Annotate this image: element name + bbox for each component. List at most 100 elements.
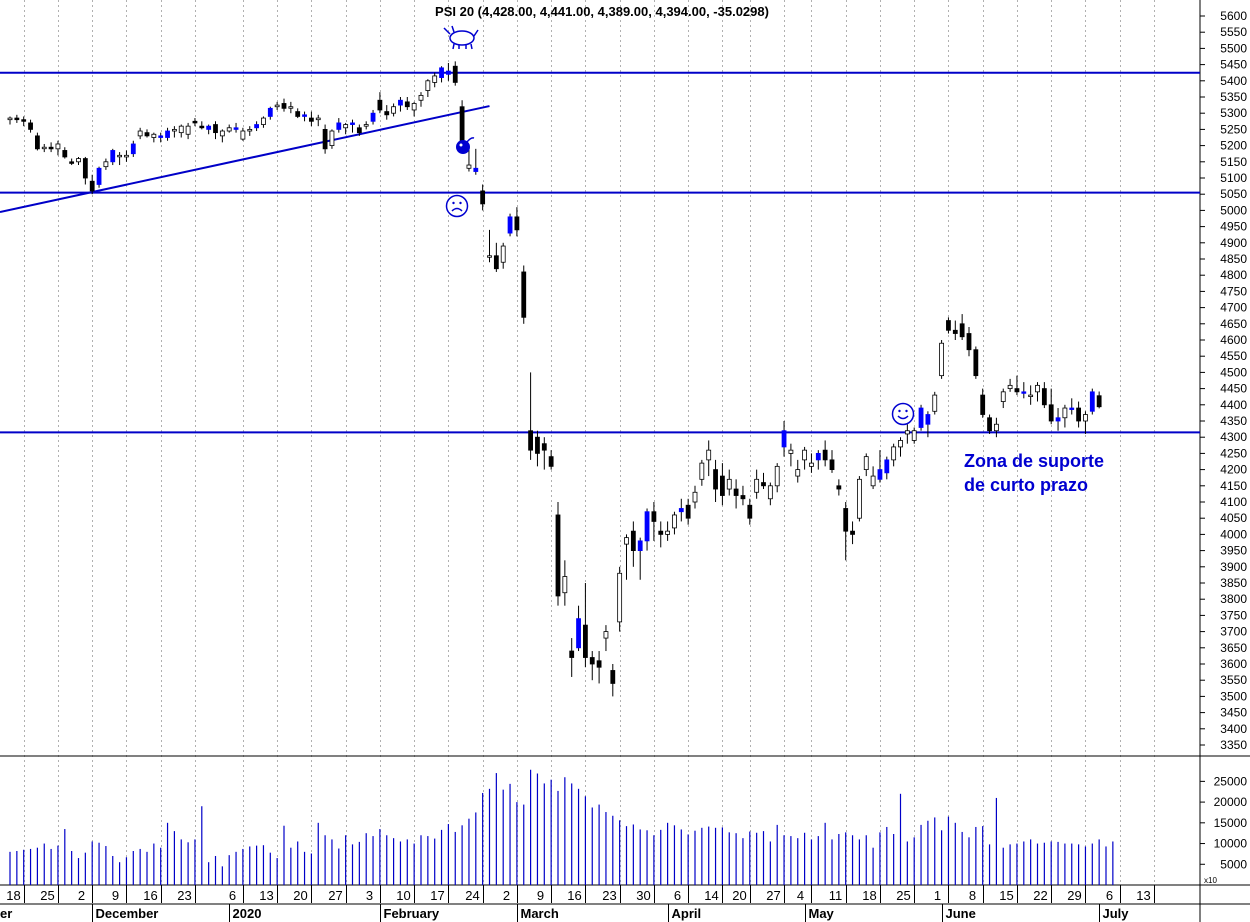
candle-body: [28, 122, 33, 130]
candle: [411, 101, 417, 117]
candle-body: [1076, 407, 1081, 422]
candle: [918, 404, 924, 431]
bull-legs: [452, 43, 473, 50]
candle-body: [445, 70, 451, 75]
candle-body: [199, 125, 205, 129]
date-tick-label: 11: [829, 888, 843, 903]
candle-body: [76, 158, 81, 163]
candle-body: [952, 329, 958, 334]
price-tick-label: 5250: [1220, 122, 1247, 136]
rising-trendline: [0, 105, 490, 213]
candle: [165, 127, 170, 141]
date-tick-label: 18: [6, 888, 20, 903]
candle-body: [692, 491, 698, 503]
candle: [247, 126, 253, 136]
price-tick-label: 4850: [1220, 252, 1247, 266]
candle-body: [781, 430, 787, 448]
price-tick-label: 4600: [1220, 333, 1247, 347]
candle: [795, 459, 801, 483]
price-tick-label: 5350: [1220, 90, 1247, 104]
date-tick-label: 24: [465, 888, 479, 903]
candle: [7, 116, 13, 125]
candle: [1014, 375, 1020, 396]
candle: [966, 327, 972, 357]
candle: [781, 421, 787, 457]
candle: [822, 440, 828, 467]
candle-body: [295, 111, 301, 117]
candle-body: [41, 146, 47, 150]
candle: [555, 502, 561, 606]
price-tick-label: 3450: [1220, 706, 1247, 720]
smile-eye: [905, 409, 908, 413]
candle: [281, 98, 287, 112]
price-tick-label: 4950: [1220, 220, 1247, 234]
candle: [898, 437, 903, 457]
candle-body: [870, 475, 876, 487]
candle-body: [726, 478, 732, 490]
candle: [1096, 391, 1102, 409]
candle: [69, 158, 75, 166]
candle-body: [487, 255, 492, 258]
candle: [514, 207, 520, 237]
candle: [548, 450, 554, 470]
candle: [713, 459, 718, 502]
candle-body: [1014, 388, 1020, 393]
candle-body: [308, 117, 314, 122]
candle: [987, 414, 992, 434]
candle-body: [226, 127, 232, 132]
price-tick-label: 4350: [1220, 414, 1247, 428]
candle-body: [411, 103, 417, 111]
candle-body: [1055, 417, 1061, 422]
candle: [959, 314, 965, 340]
candle-body: [55, 143, 61, 150]
candle: [295, 108, 301, 119]
candle: [384, 105, 390, 120]
candle-body: [82, 158, 88, 179]
candle: [692, 485, 698, 509]
candle-body: [103, 161, 109, 168]
candle: [603, 625, 609, 652]
date-tick-label: 2: [78, 888, 85, 903]
candle-body: [178, 125, 184, 134]
candle-body: [528, 430, 533, 451]
candle: [206, 124, 212, 135]
candle-body: [254, 124, 260, 129]
candle-body: [315, 117, 321, 121]
candle: [350, 119, 355, 133]
candle-body: [576, 618, 581, 649]
date-tick-label: 16: [567, 888, 581, 903]
date-tick-label: 27: [766, 888, 780, 903]
candle: [21, 116, 27, 127]
candle-body: [932, 394, 938, 412]
candle-body: [774, 465, 780, 487]
candles: [7, 61, 1102, 697]
candle-body: [1035, 384, 1040, 393]
month-label: 2020: [233, 906, 262, 921]
date-tick-label: 20: [732, 888, 746, 903]
candle: [980, 388, 986, 418]
candle: [110, 148, 116, 166]
candle: [1076, 401, 1081, 428]
price-tick-label: 4900: [1220, 236, 1247, 250]
candle-body: [644, 511, 650, 542]
candle-body: [994, 423, 999, 432]
volume-tick-label: 20000: [1214, 795, 1248, 809]
candle: [562, 560, 568, 606]
date-tick-label: 9: [537, 888, 544, 903]
candle-body: [493, 255, 499, 270]
candle: [1028, 385, 1034, 405]
candle: [480, 184, 486, 211]
candle-body: [733, 488, 739, 496]
price-tick-label: 5050: [1220, 187, 1247, 201]
candle: [535, 430, 540, 467]
candle: [857, 476, 862, 522]
candle-body: [809, 462, 814, 467]
candle: [117, 152, 122, 166]
candle: [336, 118, 342, 133]
candle: [672, 511, 677, 535]
candle: [815, 450, 821, 470]
volume-tick-label: 15000: [1214, 816, 1248, 830]
date-tick-label: 23: [177, 888, 191, 903]
candle-body: [1083, 414, 1088, 422]
